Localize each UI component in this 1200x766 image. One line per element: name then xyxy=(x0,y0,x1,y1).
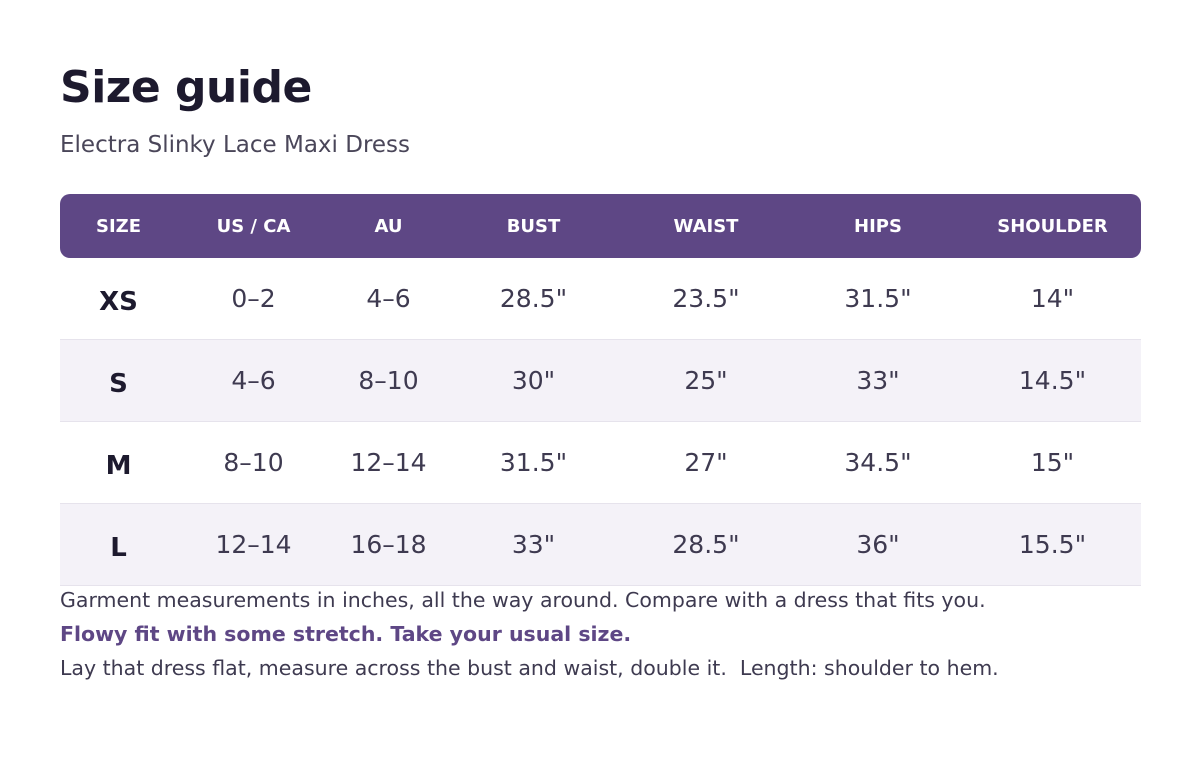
table-cell: 4–6 xyxy=(177,340,330,422)
notes: Garment measurements in inches, all the … xyxy=(60,588,1180,690)
table-row: S 4–6 8–10 30" 25" 33" 14.5" xyxy=(60,340,1141,422)
size-cell: S xyxy=(60,340,177,422)
table-body: XS 0–2 4–6 28.5" 23.5" 31.5" 14" S 4–6 8–10 30" 25"… xyxy=(60,258,1141,586)
table-cell: 28.5" xyxy=(620,504,792,586)
table-cell: 8–10 xyxy=(330,340,447,422)
table-cell: 36" xyxy=(792,504,964,586)
table-cell: 12–14 xyxy=(330,422,447,504)
column-header: SIZE xyxy=(60,194,177,258)
table-cell: 12–14 xyxy=(177,504,330,586)
table-row: L 12–14 16–18 33" 28.5" 36" 15.5" xyxy=(60,504,1141,586)
column-header: BUST xyxy=(447,194,620,258)
size-cell: L xyxy=(60,504,177,586)
column-header: WAIST xyxy=(620,194,792,258)
note: Garment measurements in inches, all the … xyxy=(60,588,986,612)
table-cell: 14.5" xyxy=(964,340,1141,422)
column-header: US / CA xyxy=(177,194,330,258)
table-cell: 31.5" xyxy=(792,258,964,340)
subtitle: Electra Slinky Lace Maxi Dress xyxy=(60,132,411,158)
size-cell: XS xyxy=(60,258,177,340)
table-cell: 33" xyxy=(792,340,964,422)
table-cell: 33" xyxy=(447,504,620,586)
table-cell: 16–18 xyxy=(330,504,447,586)
table-cell: 23.5" xyxy=(620,258,792,340)
fit-note: Flowy fit with some stretch. Take your u… xyxy=(60,622,632,646)
table-cell: 0–2 xyxy=(177,258,330,340)
header-row: SIZE US / CA AU BUST WAIST HIPS SHOULDER xyxy=(60,194,1141,258)
table-cell: 4–6 xyxy=(330,258,447,340)
size-table: SIZE US / CA AU BUST WAIST HIPS SHOULDER XS 0–2… xyxy=(60,194,1141,586)
column-header: SHOULDER xyxy=(964,194,1141,258)
table-cell: 25" xyxy=(620,340,792,422)
table-cell: 28.5" xyxy=(447,258,620,340)
table-cell: 15.5" xyxy=(964,504,1141,586)
column-header: AU xyxy=(330,194,447,258)
title: Size guide xyxy=(60,62,312,113)
table-cell: 15" xyxy=(964,422,1141,504)
table-cell: 8–10 xyxy=(177,422,330,504)
table-cell: 34.5" xyxy=(792,422,964,504)
column-header: HIPS xyxy=(792,194,964,258)
table-cell: 31.5" xyxy=(447,422,620,504)
size-cell: M xyxy=(60,422,177,504)
table-cell: 14" xyxy=(964,258,1141,340)
table-cell: 30" xyxy=(447,340,620,422)
table-row: M 8–10 12–14 31.5" 27" 34.5" 15" xyxy=(60,422,1141,504)
note: Lay that dress flat, measure across the … xyxy=(60,656,999,680)
table-cell: 27" xyxy=(620,422,792,504)
table-row: XS 0–2 4–6 28.5" 23.5" 31.5" 14" xyxy=(60,258,1141,340)
